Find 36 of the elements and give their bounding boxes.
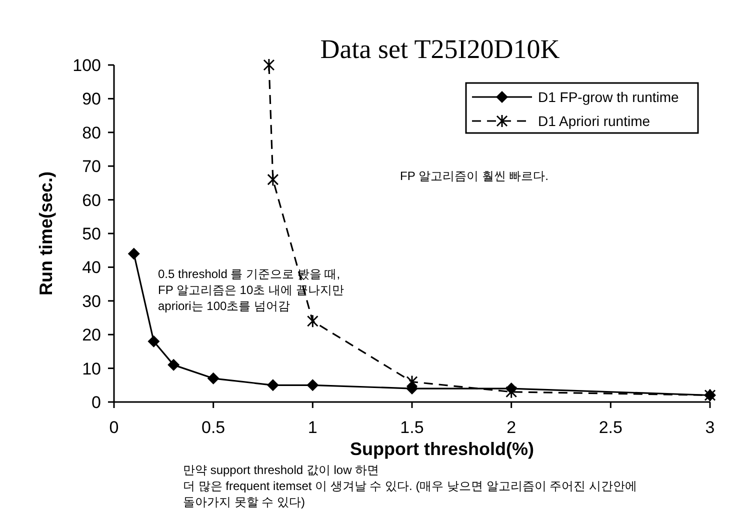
point: [406, 375, 418, 389]
x-axis-title: Support threshold(%): [350, 439, 534, 459]
point: [306, 379, 319, 392]
legend-label: D1 FP-grow th runtime: [538, 89, 680, 105]
x-tick-label: 2: [506, 418, 516, 437]
point: [306, 314, 318, 328]
y-tick-label: 60: [82, 190, 101, 210]
text: 만약 support threshold 값이 low 하면 더 많은 frequent itemset 이 생겨날 수 있다. (매우 낮으면 알고리즘이 주어진 시간안에 돌아가지 못할 수 있다): [183, 463, 638, 509]
point: [263, 58, 275, 72]
x-tick-label: 0.5: [202, 418, 226, 437]
annotation: FP 알고리즘이 훨씬 빠르다.: [400, 169, 548, 183]
y-tick-label: 20: [82, 326, 101, 345]
point: [148, 335, 160, 348]
point: [267, 172, 279, 186]
y-tick-label: 90: [82, 90, 101, 109]
point: [168, 358, 180, 371]
chart-title: Data set T25I20D10K: [320, 34, 560, 64]
y-tick-label: 40: [82, 258, 101, 278]
y-tick-label: 0: [92, 393, 101, 412]
x-tick-label: 1.5: [400, 418, 424, 437]
y-tick-label: 50: [82, 224, 101, 244]
y-axis-title: Run time(sec.): [36, 171, 56, 296]
point: [207, 372, 220, 384]
x-tick-label: 1: [308, 418, 318, 437]
point: [506, 385, 518, 399]
y-tick-label: 70: [82, 157, 101, 176]
point: [266, 379, 279, 392]
point: [128, 248, 140, 260]
legend-label: D1 Apriori runtime: [538, 113, 650, 129]
x-tick-label: 0: [109, 418, 119, 437]
y-tick-label: 80: [82, 123, 101, 142]
x-tick-label: 3: [705, 418, 715, 437]
y-tick-label: 30: [82, 292, 101, 311]
y-tick-label: 100: [72, 56, 101, 75]
y-tick-label: 10: [82, 359, 101, 378]
x-tick-label: 2.5: [598, 418, 622, 437]
